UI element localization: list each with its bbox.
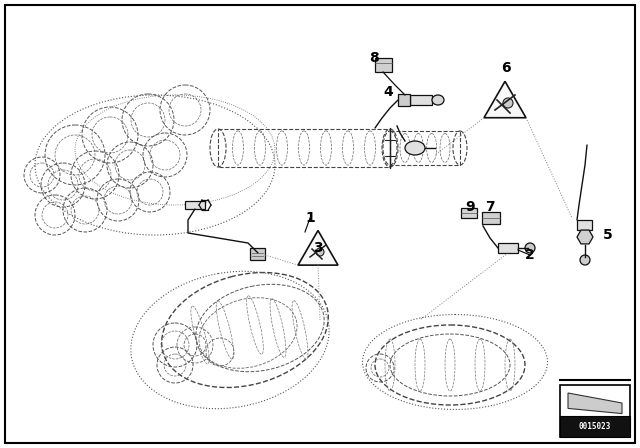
- Ellipse shape: [432, 95, 444, 105]
- Ellipse shape: [405, 141, 425, 155]
- Text: 1: 1: [305, 211, 315, 225]
- Polygon shape: [398, 94, 410, 106]
- Polygon shape: [568, 393, 622, 414]
- Polygon shape: [298, 230, 338, 265]
- Bar: [560, 385, 630, 437]
- Text: 2: 2: [525, 248, 535, 262]
- Bar: [560, 416, 630, 437]
- Polygon shape: [185, 201, 205, 209]
- Circle shape: [525, 243, 535, 253]
- Polygon shape: [577, 220, 592, 230]
- Circle shape: [316, 248, 324, 256]
- Polygon shape: [577, 230, 593, 244]
- Polygon shape: [484, 82, 526, 118]
- Text: 0015023: 0015023: [579, 422, 611, 431]
- Circle shape: [580, 255, 590, 265]
- Polygon shape: [250, 248, 265, 260]
- Circle shape: [503, 98, 513, 108]
- Polygon shape: [375, 58, 392, 72]
- Polygon shape: [461, 208, 477, 218]
- Polygon shape: [410, 95, 432, 105]
- Text: 4: 4: [383, 85, 393, 99]
- Polygon shape: [498, 243, 518, 253]
- Text: 5: 5: [603, 228, 613, 242]
- Text: 6: 6: [501, 61, 511, 75]
- Text: 9: 9: [465, 200, 475, 214]
- Text: 7: 7: [485, 200, 495, 214]
- Text: 3: 3: [313, 241, 323, 255]
- Text: 8: 8: [369, 51, 379, 65]
- Polygon shape: [482, 212, 500, 224]
